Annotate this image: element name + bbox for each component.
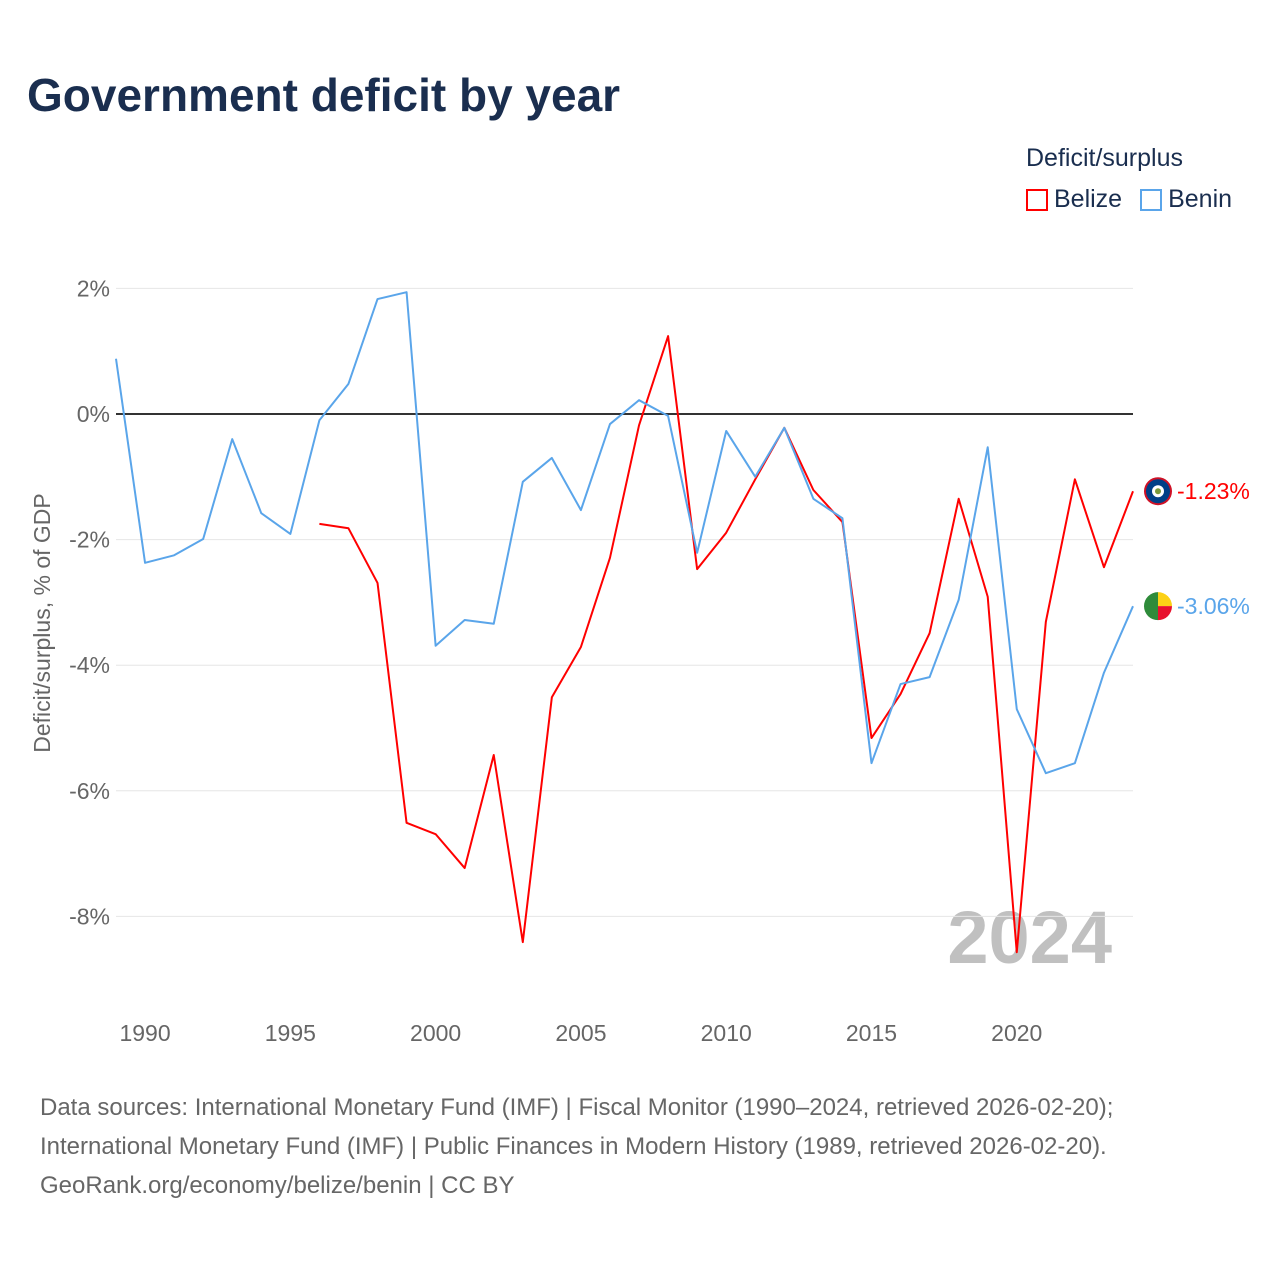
flag-green	[1144, 592, 1158, 621]
x-tick-label: 2020	[991, 1020, 1042, 1046]
year-watermark: 2024	[947, 896, 1112, 979]
y-tick-label: -4%	[69, 652, 110, 678]
flag-yellow	[1158, 592, 1172, 607]
legend-item-belize[interactable]: Belize	[1026, 185, 1122, 214]
y-tick-label: -6%	[69, 778, 110, 804]
belize-flag-icon	[1144, 477, 1172, 506]
y-tick-label: -8%	[69, 903, 110, 929]
source-line: Data sources: International Monetary Fun…	[40, 1094, 1114, 1121]
y-tick-label: 0%	[77, 401, 110, 427]
flag-red	[1158, 606, 1172, 621]
source-line: International Monetary Fund (IMF) | Publ…	[40, 1133, 1107, 1160]
benin-flag-icon	[1144, 592, 1172, 621]
line-chart: Deficit/surplus, % of GDP 2024 2% 0% -2% -4…	[29, 275, 1250, 1046]
x-tick-label: 2015	[846, 1020, 897, 1046]
legend-title: Deficit/surplus	[1026, 144, 1183, 172]
x-tick-label: 2000	[410, 1020, 461, 1046]
y-axis-label: Deficit/surplus, % of GDP	[29, 493, 55, 752]
legend-label: Belize	[1054, 185, 1123, 213]
x-tick-label: 2010	[701, 1020, 752, 1046]
end-label-belize: -1.23%	[1177, 478, 1250, 504]
x-tick-label: 1990	[119, 1020, 170, 1046]
source-line[interactable]: GeoRank.org/economy/belize/benin | CC BY	[40, 1172, 515, 1199]
x-tick-label: 1995	[265, 1020, 316, 1046]
source-note: Data sources: International Monetary Fun…	[40, 1088, 1113, 1205]
y-tick-label: -2%	[69, 527, 110, 553]
legend-swatch-benin	[1140, 188, 1163, 211]
series-line-belize	[319, 335, 1134, 954]
legend-item-benin[interactable]: Benin	[1140, 185, 1232, 214]
y-tick-label: 2%	[77, 275, 110, 301]
legend-label: Benin	[1168, 185, 1233, 213]
series-line-benin	[115, 291, 1134, 775]
legend: Deficit/surplus Belize Benin	[1026, 144, 1232, 214]
end-label-benin: -3.06%	[1177, 593, 1250, 619]
flag-emblem-center	[1155, 488, 1161, 495]
chart-title: Government deficit by year	[27, 69, 621, 121]
legend-swatch-belize	[1026, 188, 1048, 211]
x-tick-label: 2005	[555, 1020, 606, 1046]
